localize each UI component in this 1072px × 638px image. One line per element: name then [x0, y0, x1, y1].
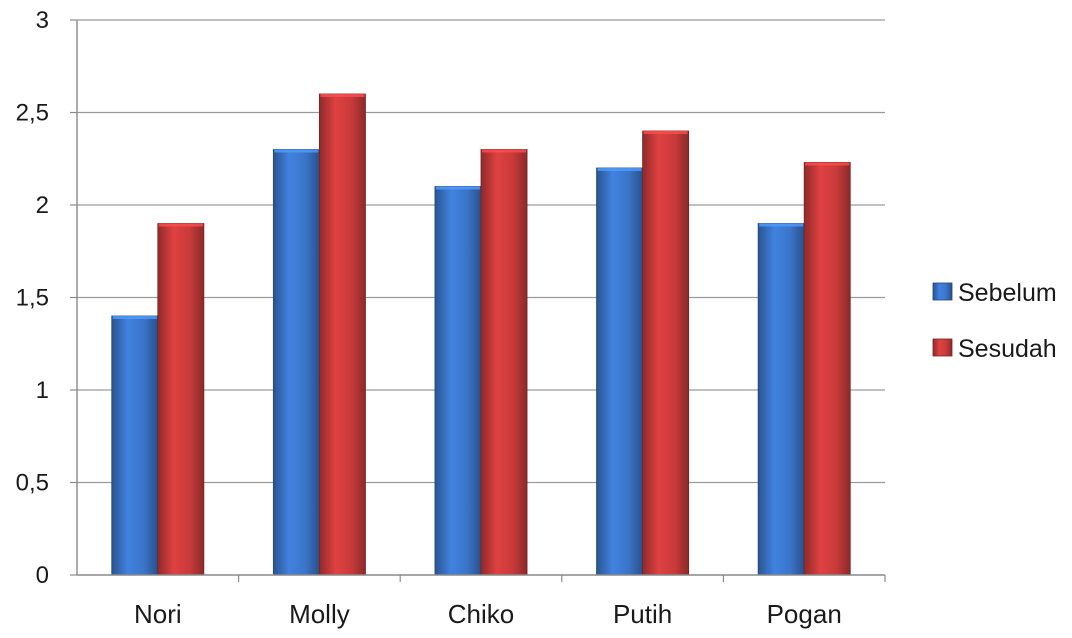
- bar-highlight: [320, 94, 365, 97]
- bars: [111, 93, 851, 576]
- bar-highlight: [274, 149, 319, 153]
- bar-sesudah-putih: [642, 130, 690, 576]
- x-category-label: Molly: [289, 599, 350, 629]
- legend-label-sebelum: Sebelum: [958, 279, 1057, 307]
- legend-swatch-sebelum: [932, 282, 953, 301]
- y-tick-label: 0,5: [16, 470, 49, 497]
- bar-sesudah-pogan: [803, 162, 851, 576]
- bar-highlight: [112, 316, 157, 319]
- bar-sesudah-molly: [318, 93, 366, 576]
- bar-sebelum-chiko: [434, 186, 482, 576]
- x-category-label: Chiko: [448, 599, 514, 629]
- y-tick-label: 2,5: [16, 100, 49, 127]
- bar-sebelum-molly: [272, 149, 320, 576]
- bar-sebelum-pogan: [757, 223, 805, 576]
- bar-highlight: [805, 162, 850, 166]
- bar-highlight: [158, 223, 203, 227]
- bar-highlight: [643, 131, 688, 134]
- labels: 0 0,5 1 1,5 2 2,5 3 Nori Molly Chiko Putih Pogan: [16, 7, 842, 629]
- bar-highlight: [597, 168, 642, 171]
- legend-swatch-sesudah: [932, 338, 953, 357]
- x-category-label: Putih: [613, 599, 672, 629]
- axes: [70, 19, 886, 582]
- y-tick-label: 1,5: [16, 285, 49, 312]
- y-tick-label: 1: [36, 377, 49, 404]
- bar-highlight: [435, 186, 480, 190]
- bar-sebelum-putih: [596, 167, 644, 576]
- bar-sesudah-nori: [157, 223, 205, 576]
- y-tick-label: 2: [36, 192, 49, 219]
- x-category-label: Nori: [134, 599, 182, 629]
- bar-highlight: [759, 223, 804, 227]
- y-tick-label: 3: [36, 7, 49, 34]
- bar-sesudah-chiko: [480, 149, 528, 576]
- bar-highlight: [482, 149, 527, 153]
- bar-sebelum-nori: [111, 315, 159, 576]
- y-tick-label: 0: [36, 562, 49, 589]
- x-category-label: Pogan: [767, 599, 842, 629]
- legend-label-sesudah: Sesudah: [958, 335, 1057, 363]
- legend: Sebelum Sesudah: [932, 279, 1057, 363]
